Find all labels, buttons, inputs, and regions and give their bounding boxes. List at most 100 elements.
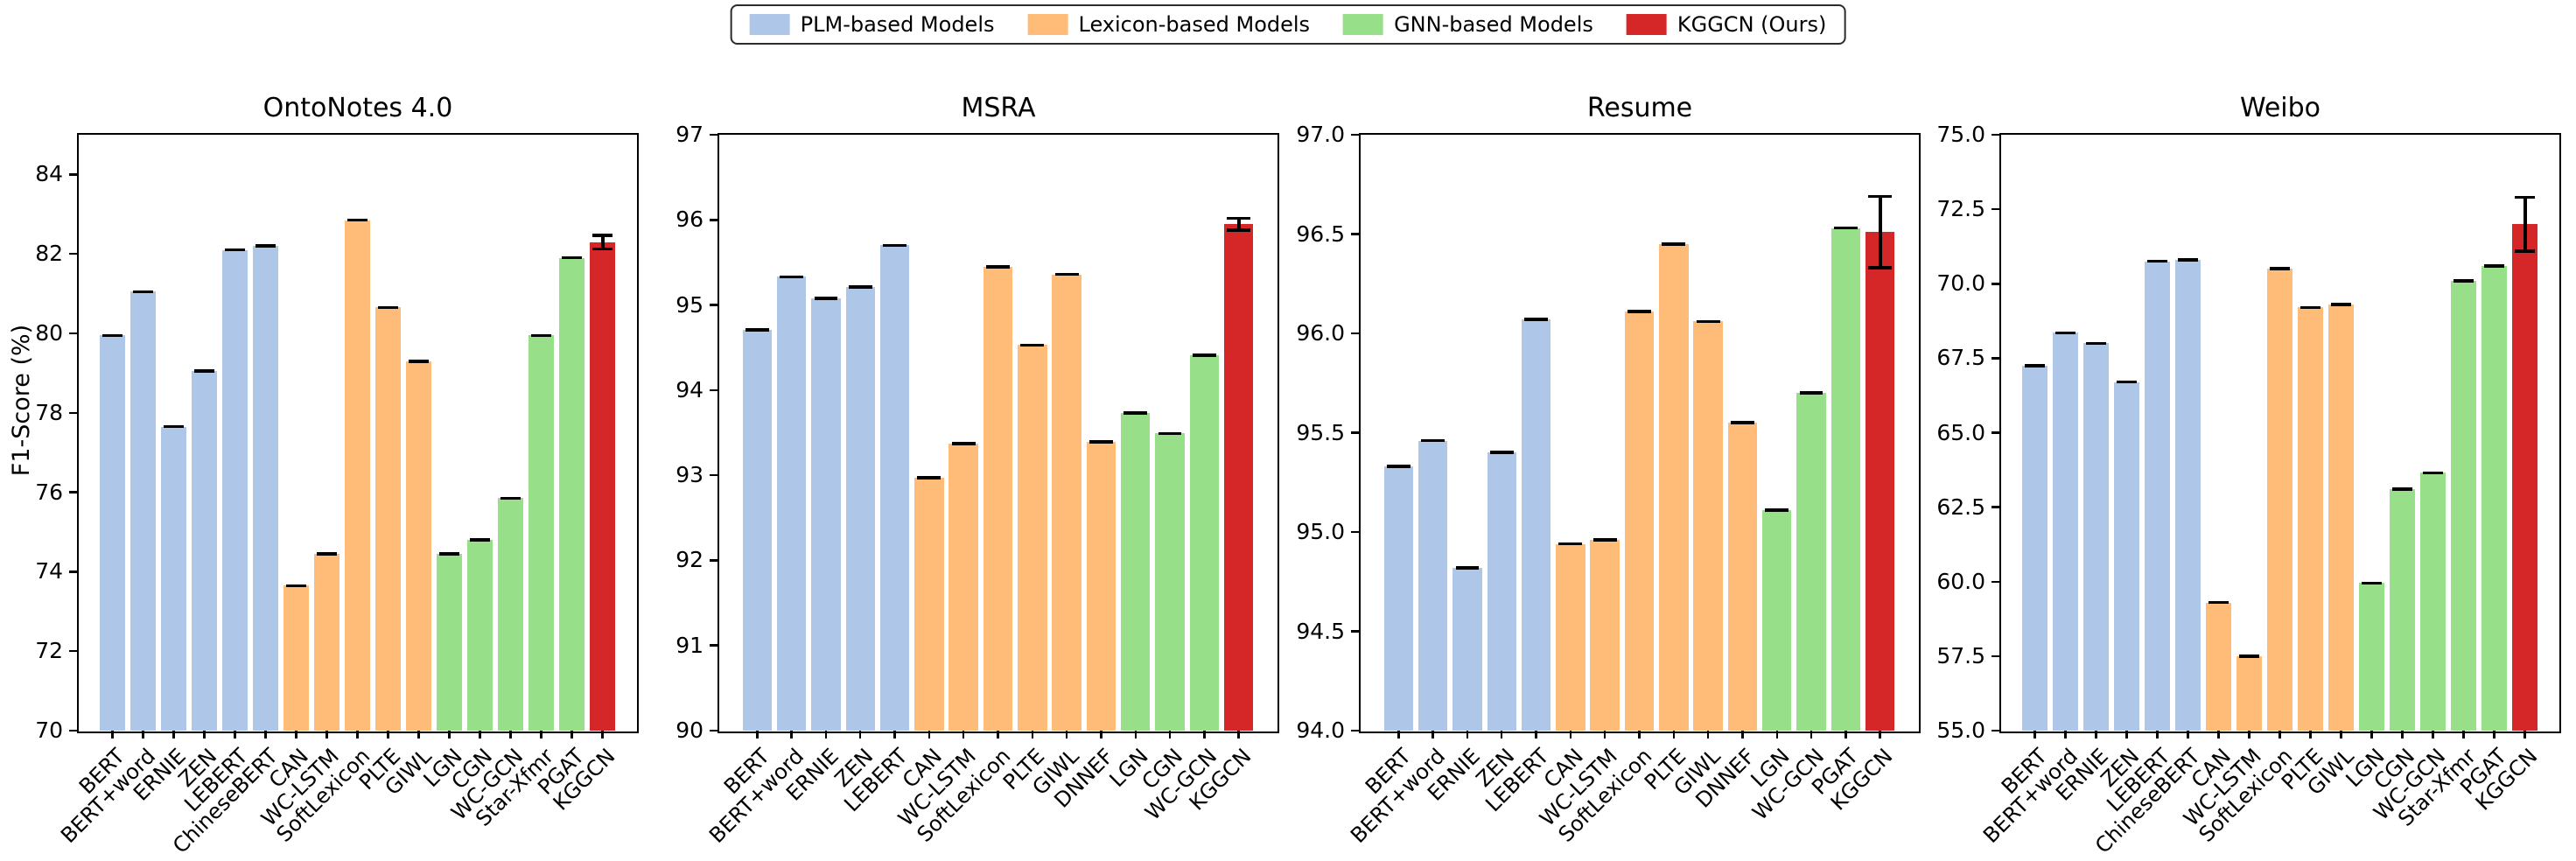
x-tick [172, 731, 175, 738]
y-tick [69, 729, 77, 732]
bar-ZEN [191, 371, 218, 731]
bar-LEBERT [1521, 319, 1551, 731]
x-tick [2340, 731, 2342, 738]
x-tick [2524, 731, 2526, 738]
legend-item-lexicon: Lexicon-based Models [1027, 12, 1310, 37]
bar-KGGCN [1224, 224, 1254, 731]
y-tick [1351, 630, 1359, 633]
x-tick [448, 731, 451, 738]
bar-BERT [1383, 466, 1413, 731]
y-tick [1351, 530, 1359, 534]
y-tick-label: 72.5 [1936, 196, 1985, 222]
y-tick-label: 55.0 [1936, 718, 1985, 743]
bar-top-cap [1696, 319, 1720, 324]
y-tick [1351, 233, 1359, 235]
bar-PGAT [2481, 265, 2508, 731]
bar-top-cap [2116, 380, 2138, 384]
bar-top-cap [1020, 343, 1045, 347]
bar-top-cap [1089, 440, 1113, 444]
x-tick [326, 731, 328, 738]
error-bar-KGGCN [1236, 218, 1241, 230]
x-tick [1879, 731, 1881, 738]
y-tick-label: 67.5 [1936, 345, 1985, 371]
bar-KGGCN [2511, 224, 2538, 731]
error-cap [592, 247, 613, 251]
bar-LGN [2358, 583, 2385, 731]
y-tick [710, 219, 718, 221]
y-tick-label: 75.0 [1936, 122, 1985, 147]
bar-ChineseBERT [2174, 260, 2202, 731]
bar-SoftLexicon [2266, 269, 2293, 731]
legend: PLM-based Models Lexicon-based Models GN… [730, 4, 1846, 45]
bar-top-cap [1731, 421, 1754, 424]
bar-top-cap [1524, 318, 1548, 321]
x-tick [962, 731, 965, 738]
x-tick [2401, 731, 2404, 738]
bar-ZEN [1487, 452, 1516, 731]
bar-PLTE [1018, 345, 1047, 731]
bar-PLTE [1659, 243, 1689, 731]
x-tick [1569, 731, 1572, 738]
bar-WC-LSTM [1590, 540, 1620, 731]
bar-PLTE [374, 307, 402, 731]
bar-CGN [466, 540, 494, 731]
y-tick-label: 97 [676, 122, 704, 147]
y-tick [710, 644, 718, 647]
x-tick [858, 731, 862, 738]
y-tick [710, 559, 718, 562]
bar-top-cap [2085, 341, 2107, 346]
x-tick [295, 731, 298, 738]
bar-top-cap [193, 369, 215, 373]
legend-label-plm: PLM-based Models [800, 12, 995, 37]
bar-top-cap [814, 297, 838, 300]
x-tick [264, 731, 267, 738]
bar-top-cap [2300, 305, 2321, 310]
y-tick-label: 91 [676, 632, 704, 658]
error-bar-KGGCN [1878, 196, 1882, 269]
bar-top-cap [224, 248, 246, 252]
y-tick-label: 95 [676, 291, 704, 318]
y-tick [1992, 654, 1999, 658]
y-tick [710, 133, 718, 136]
x-tick [1706, 731, 1710, 738]
bar-ERNIE [811, 298, 841, 731]
x-tick [2156, 731, 2159, 738]
y-tick [1992, 207, 1999, 211]
y-tick [710, 388, 718, 392]
bar-BERT+word [1418, 440, 1448, 731]
x-tick [790, 731, 793, 738]
bar-LEBERT [2144, 261, 2171, 731]
y-tick [1351, 729, 1359, 732]
x-tick [2095, 731, 2097, 738]
y-tick [69, 252, 77, 256]
legend-swatch-kggcn [1626, 14, 1667, 35]
error-cap [1868, 194, 1893, 199]
bar-top-cap [1386, 465, 1410, 468]
y-tick-label: 90 [676, 718, 704, 743]
y-tick [1992, 506, 1999, 508]
bar-PGAT [1830, 228, 1861, 731]
error-cap [592, 234, 613, 237]
x-tick [1500, 731, 1503, 738]
y-tick-label: 78 [35, 399, 63, 425]
y-tick-label: 76 [35, 479, 63, 505]
y-tick-label: 94.5 [1296, 618, 1345, 644]
bar-top-cap [883, 243, 906, 248]
y-tick-label: 65.0 [1936, 419, 1985, 445]
error-cap [1227, 216, 1251, 220]
bar-WC-GCN [1189, 354, 1220, 731]
legend-item-gnn: GNN-based Models [1343, 12, 1593, 37]
y-tick-label: 70 [35, 718, 63, 743]
bar-PGAT [558, 257, 585, 731]
x-tick [387, 731, 389, 738]
x-tick [1741, 731, 1744, 738]
bar-WC-LSTM [948, 444, 978, 731]
x-tick [570, 731, 573, 738]
bar-top-cap [163, 424, 185, 429]
bar-top-cap [1628, 310, 1651, 313]
x-tick [2034, 731, 2036, 738]
bar-GIWL [1693, 321, 1723, 731]
y-tick-label: 96.5 [1296, 220, 1345, 247]
bar-WC-GCN [497, 498, 524, 731]
bar-top-cap [2238, 654, 2260, 658]
